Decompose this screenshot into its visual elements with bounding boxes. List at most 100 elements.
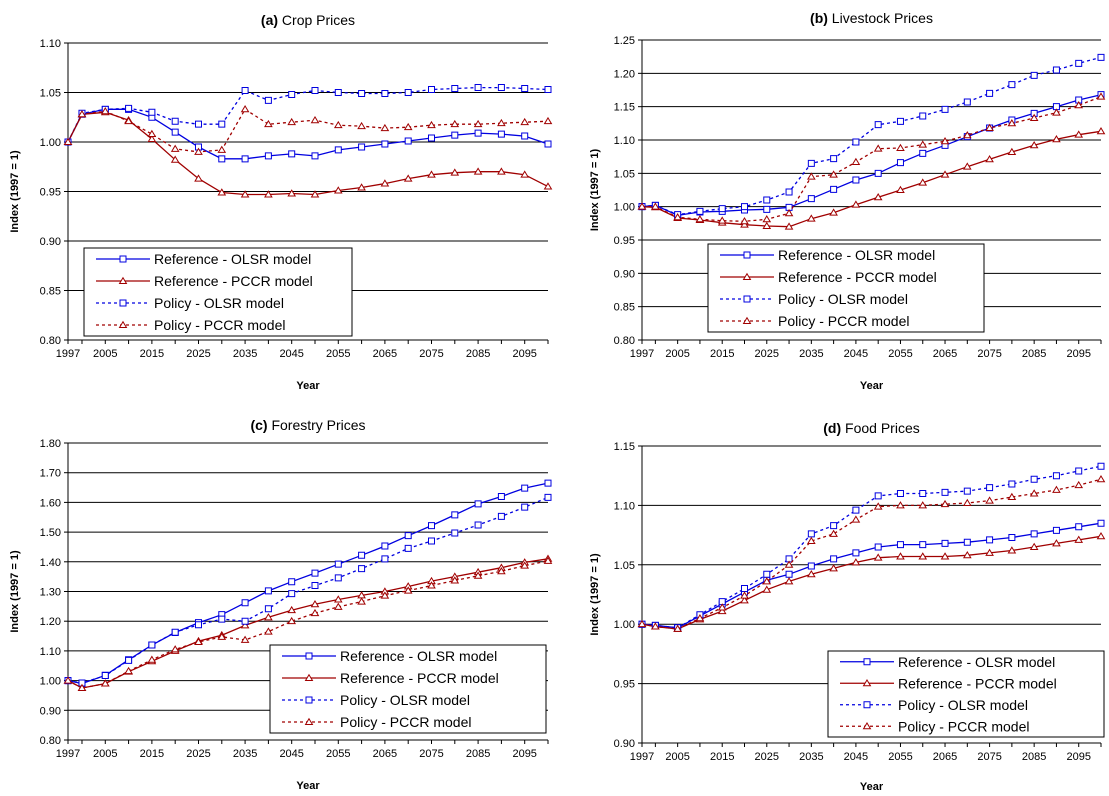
data-point — [1074, 101, 1084, 109]
data-point — [1097, 462, 1105, 470]
legend-marker — [119, 299, 127, 307]
data-point — [1030, 109, 1038, 117]
y-tick-label: 1.20 — [40, 616, 61, 628]
y-axis-label: Index (1997 = 1) — [589, 149, 601, 232]
data-point — [1029, 489, 1039, 497]
y-tick-label: 0.95 — [40, 187, 61, 199]
data-point — [1052, 526, 1060, 534]
data-point — [77, 110, 87, 118]
data-point — [762, 215, 772, 223]
data-point — [194, 120, 202, 128]
y-tick-label: 0.80 — [40, 335, 61, 347]
data-point — [986, 536, 994, 544]
data-point — [784, 222, 794, 230]
data-point — [333, 595, 343, 603]
legend-marker — [743, 251, 751, 259]
data-point — [1007, 546, 1017, 554]
x-axis-label: Year — [296, 380, 320, 392]
data-point — [218, 120, 226, 128]
data-point — [784, 560, 794, 568]
data-point — [874, 121, 882, 129]
data-point — [785, 203, 793, 211]
y-tick-label: 1.10 — [40, 38, 61, 50]
data-point — [874, 169, 882, 177]
data-point — [544, 479, 552, 487]
data-point — [125, 656, 133, 664]
data-point — [1074, 535, 1084, 543]
data-point — [1052, 135, 1061, 143]
chart-panel-4: (d) Food Prices 0.90 0.95 1.00 1.05 1.10 1.15 1… — [589, 420, 1106, 793]
data-point — [264, 96, 272, 104]
x-tick-label: 2035 — [799, 348, 823, 360]
data-point — [170, 155, 180, 163]
y-axis-label: Index (1997 = 1) — [9, 550, 21, 633]
data-point — [450, 168, 460, 176]
data-point — [311, 569, 319, 577]
data-point — [288, 90, 296, 98]
data-point — [241, 617, 249, 625]
y-tick-label: 1.40 — [40, 557, 61, 569]
series-line-4 — [641, 478, 1102, 630]
legend-marker — [305, 696, 313, 704]
chart-title-panel: (b) — [810, 10, 832, 26]
data-point — [940, 499, 950, 508]
data-point — [521, 503, 529, 511]
data-point — [474, 500, 482, 508]
data-point — [287, 189, 297, 197]
x-tick-label: 2085 — [466, 748, 490, 760]
data-point — [148, 641, 156, 649]
y-tick-label: 0.80 — [40, 735, 61, 747]
y-tick-label: 1.00 — [40, 137, 61, 149]
chart-title: (a) Crop Prices — [261, 12, 355, 28]
data-point — [851, 157, 861, 165]
data-point — [63, 676, 73, 684]
data-point — [334, 146, 342, 154]
data-point — [1096, 92, 1106, 100]
legend-box — [707, 243, 985, 333]
data-point — [762, 585, 772, 593]
data-point — [830, 555, 838, 563]
chart-title: (c) Forestry Prices — [250, 417, 365, 433]
data-point — [404, 544, 412, 552]
x-tick-label: 2015 — [140, 348, 164, 360]
x-tick-label: 2035 — [799, 751, 823, 763]
data-point — [310, 599, 320, 608]
legend-label: Policy - OLSR model — [154, 295, 284, 311]
chart-title-text: Food Prices — [845, 420, 920, 436]
data-point — [695, 613, 705, 622]
legend-label: Reference - PCCR model — [778, 269, 937, 285]
data-point — [918, 552, 928, 560]
x-tick-label: 2075 — [419, 348, 443, 360]
data-point — [896, 501, 905, 509]
data-point — [1097, 519, 1105, 527]
x-tick-label: 2055 — [888, 348, 912, 360]
data-point — [985, 155, 994, 163]
x-tick-label: 2005 — [93, 748, 117, 760]
data-point — [740, 591, 749, 599]
data-point — [896, 490, 904, 498]
legend-marker — [863, 701, 871, 709]
data-point — [762, 577, 772, 585]
data-point — [1096, 127, 1106, 135]
data-point — [651, 622, 660, 630]
data-point — [784, 577, 794, 585]
data-point — [101, 672, 109, 680]
data-point — [807, 214, 816, 222]
legend-label: Policy - PCCR model — [340, 714, 471, 730]
data-point — [497, 512, 505, 520]
legend-label: Reference - PCCR model — [898, 675, 1057, 691]
data-point — [474, 129, 482, 137]
data-point — [241, 599, 249, 607]
data-point — [851, 200, 861, 208]
data-point — [830, 522, 838, 530]
series-line-1 — [641, 94, 1102, 216]
x-tick-label: 2025 — [755, 751, 779, 763]
data-point — [264, 152, 272, 160]
data-point — [473, 119, 483, 128]
data-point — [1052, 539, 1061, 547]
data-point — [497, 567, 506, 575]
data-point — [785, 188, 793, 196]
data-point — [1008, 533, 1016, 541]
data-point — [381, 542, 389, 550]
data-point — [194, 637, 203, 645]
